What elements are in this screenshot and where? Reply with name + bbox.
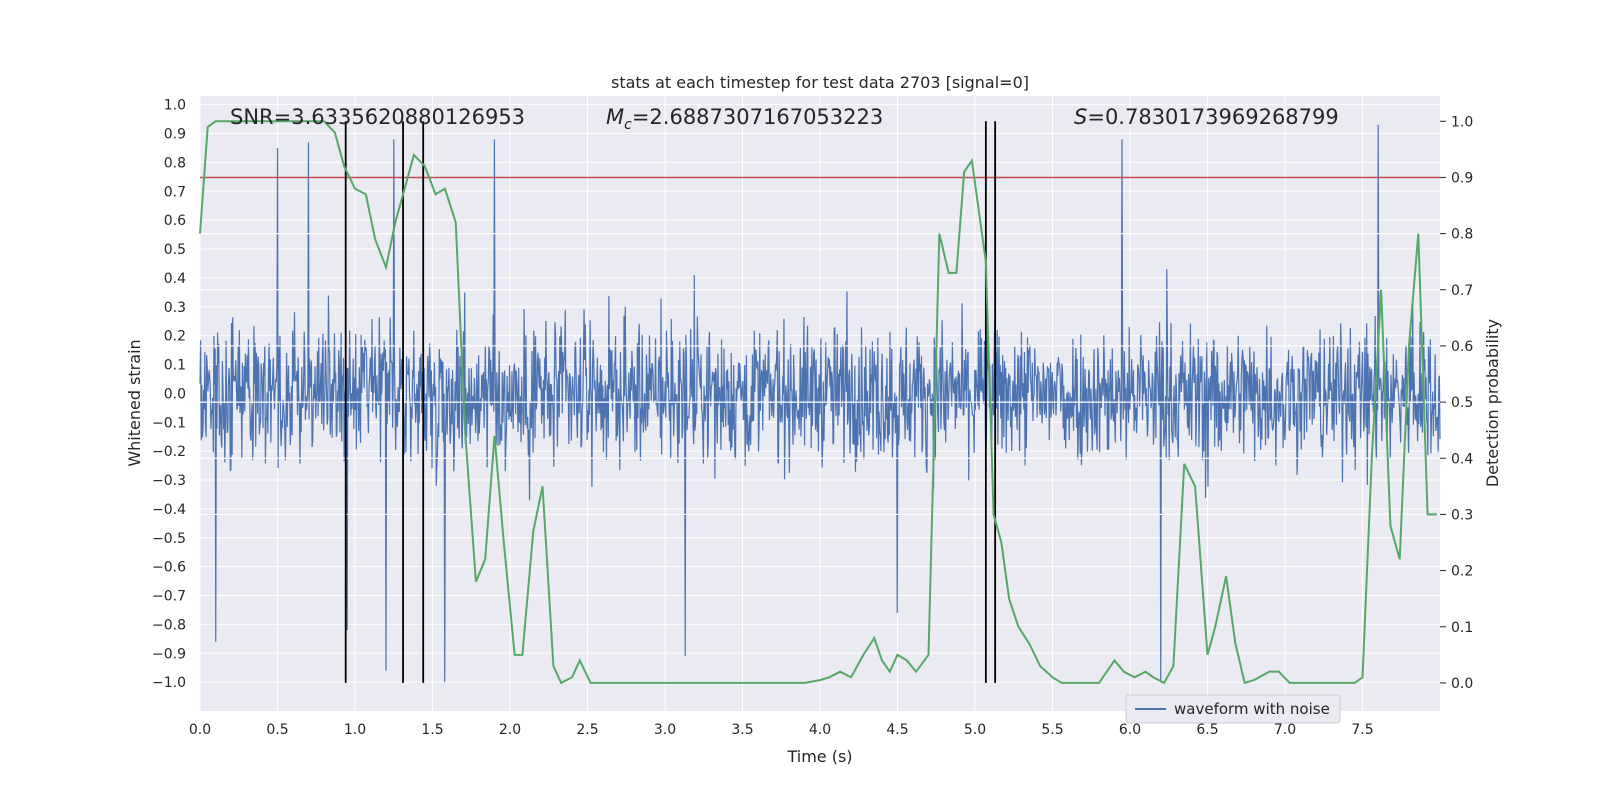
x-tick-label: 5.5 [1041,722,1063,738]
probability-line [199,120,1437,685]
right-y-tick-label: 0.6 [1451,339,1473,355]
left-y-tick-label: −1.0 [152,675,186,691]
right-y-tick-label: 0.2 [1451,564,1473,580]
left-y-axis-label: Whitened strain [125,339,144,466]
right-y-axis-label: Detection probability [1483,319,1502,487]
x-tick-label: 3.5 [731,722,753,738]
gridlines [199,96,1440,711]
x-tick-label: 2.0 [499,722,521,738]
left-y-tick-label: 0.2 [164,329,186,345]
x-axis-label: Time (s) [786,747,852,766]
right-y-tick-label: 0.7 [1451,283,1473,299]
left-y-tick-label: −0.8 [152,617,186,633]
right-y-tick-label: 1.0 [1451,114,1473,130]
x-tick-label: 2.5 [576,722,598,738]
left-y-tick-label: −0.2 [152,444,186,460]
left-y-tick-label: 0.3 [164,300,186,316]
threshold-line [200,176,1440,516]
s-statistic-annotation: S=0.7830173969268799 [1074,105,1339,129]
right-y-tick-label: 0.1 [1451,620,1473,636]
chirp-mass-symbol: M [606,105,624,129]
waveform-line [199,124,1441,683]
left-y-tick-label: −0.3 [152,473,186,489]
x-tick-label: 0.5 [266,722,288,738]
chart-title: stats at each timestep for test data 270… [611,73,1029,92]
left-y-tick-label: 1.0 [164,98,186,114]
s-statistic-symbol: S [1074,105,1087,129]
chirp-mass-value: =2.6887307167053223 [632,105,883,129]
chirp-mass-annotation: Mc=2.6887307167053223 [606,105,883,133]
s-statistic-value: =0.7830173969268799 [1087,105,1338,129]
x-tick-labels: 0.0 0.5 1.0 1.5 2.0 2.5 3.0 3.5 4.0 4.5 5.0 5.5 6.0 6… [189,722,1374,738]
left-y-tick-label: 0.0 [164,386,186,402]
right-y-tick-label: 0.5 [1451,395,1473,411]
left-y-tick-label: −0.5 [152,531,186,547]
left-y-tick-label: −0.4 [152,502,186,518]
left-y-tick-labels: 1.0 0.9 0.8 0.7 0.6 0.5 0.4 0.3 0.2 0.1 0.0 −0.1 −0.… [152,98,186,691]
right-y-tick-label: 0.9 [1451,170,1473,186]
left-y-tick-label: −0.9 [152,646,186,662]
left-y-tick-label: 0.9 [164,127,186,143]
left-y-tick-label: 0.7 [164,184,186,200]
legend-label: waveform with noise [1174,700,1330,718]
legend: waveform with noise [1125,694,1341,724]
event-markers [344,121,997,683]
legend-box [1125,694,1341,724]
x-tick-label: 1.0 [344,722,366,738]
x-tick-label: 7.0 [1274,722,1296,738]
x-tick-label: 4.0 [809,722,831,738]
right-y-tick-label: 0.0 [1451,676,1473,692]
left-y-tick-label: −0.7 [152,589,186,605]
x-tick-label: 6.0 [1119,722,1141,738]
left-y-tick-label: 0.1 [164,358,186,374]
x-tick-label: 4.5 [886,722,908,738]
waveform-series [199,124,1441,683]
left-y-tick-label: 0.4 [164,271,186,287]
probability-series [199,120,1437,685]
left-y-tick-label: −0.1 [152,415,186,431]
left-y-tick-label: 0.6 [164,213,186,229]
left-y-tick-label: 0.8 [164,155,186,171]
x-tick-label: 3.0 [654,722,676,738]
x-tick-label: 5.0 [964,722,986,738]
right-y-tick-labels: 1.0 0.9 0.8 0.7 0.6 0.5 0.4 0.3 0.2 0.1 0.0 [1440,114,1473,692]
right-y-tick-label: 0.8 [1451,227,1473,243]
chirp-mass-subscript: c [624,117,632,133]
left-y-tick-label: −0.6 [152,560,186,576]
right-y-tick-label: 0.3 [1451,507,1473,523]
snr-annotation: SNR=3.6335620880126953 [230,105,525,129]
x-tick-label: 7.5 [1351,722,1373,738]
x-tick-label: 0.0 [189,722,211,738]
x-tick-label: 6.5 [1196,722,1218,738]
x-tick-label: 1.5 [421,722,443,738]
left-y-tick-label: 0.5 [164,242,186,258]
right-y-tick-label: 0.4 [1451,451,1473,467]
